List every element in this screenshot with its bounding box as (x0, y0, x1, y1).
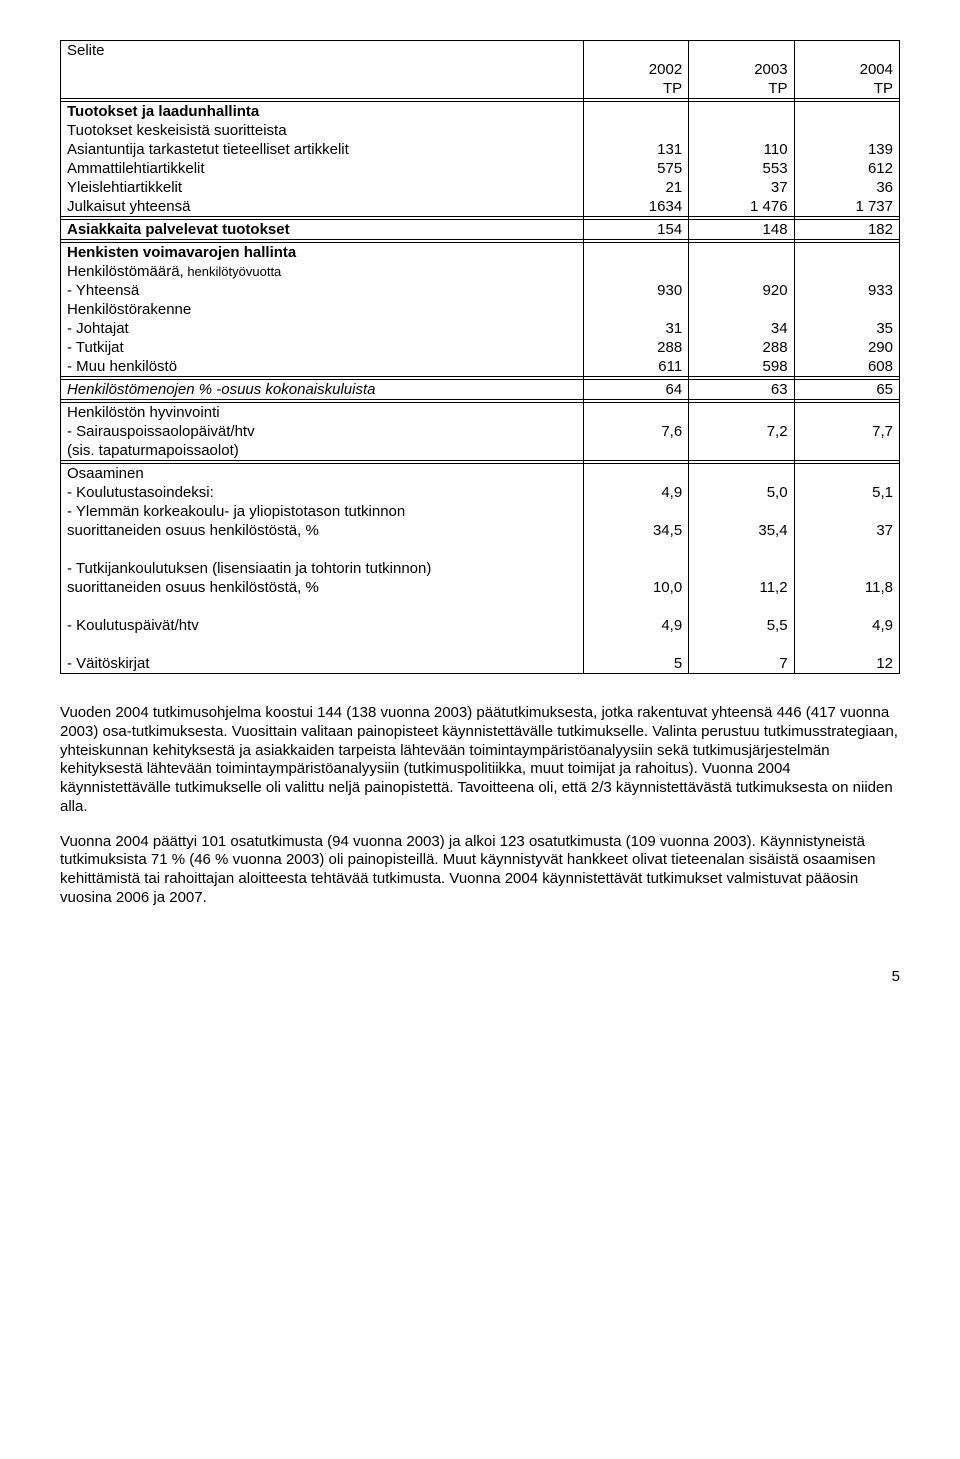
sec1-r4-l: Yleislehtiartikkelit (61, 178, 584, 197)
sec3-r6-v3: 608 (794, 357, 899, 377)
tp-2: TP (689, 79, 794, 99)
sec1-r5-l: Julkaisut yhteensä (61, 197, 584, 217)
sec4-r1-v3: 65 (794, 380, 899, 400)
sec6-r2-v3: 5,1 (794, 483, 899, 502)
sec1-r2-v1: 131 (583, 140, 688, 159)
sec6-r1-l: Osaaminen (61, 464, 584, 484)
sec2-r1-v1: 154 (583, 220, 688, 240)
body-paragraphs: Vuoden 2004 tutkimusohjelma koostui 144 … (60, 704, 900, 908)
sec6-r6-l: suorittaneiden osuus henkilöstöstä, % (61, 578, 584, 597)
sec6-r3-l: - Ylemmän korkeakoulu- ja yliopistotason… (61, 502, 584, 521)
sec5-r2-l: - Sairauspoissaolopäivät/htv (61, 422, 584, 441)
sec6-r4-v2: 35,4 (689, 521, 794, 540)
report-table: Selite 2002 2003 2004 TP TP TP Tuotokset… (60, 40, 900, 674)
sec3-r4-v3: 35 (794, 319, 899, 338)
sec3-r6-v1: 611 (583, 357, 688, 377)
sec3-r4-v2: 34 (689, 319, 794, 338)
sec3-r4-l: - Johtajat (61, 319, 584, 338)
sec1-r2-v2: 110 (689, 140, 794, 159)
year-2003: 2003 (689, 60, 794, 79)
sec6-r6-v2: 11,2 (689, 578, 794, 597)
sec3-r2-v1: 930 (583, 281, 688, 300)
sec5-r2-v3: 7,7 (794, 422, 899, 441)
sec6-r2-v1: 4,9 (583, 483, 688, 502)
sec3-r5-v2: 288 (689, 338, 794, 357)
sec6-r7-v1: 4,9 (583, 616, 688, 635)
sec3-r3-l: Henkilöstörakenne (61, 300, 584, 319)
sec6-r6-v1: 10,0 (583, 578, 688, 597)
sec1-r5-v1: 1634 (583, 197, 688, 217)
sec6-r7-l: - Koulutuspäivät/htv (61, 616, 584, 635)
sec4-r1-v1: 64 (583, 380, 688, 400)
sec3-title: Henkisten voimavarojen hallinta (61, 243, 584, 263)
sec3-r2-v3: 933 (794, 281, 899, 300)
sec1-r3-l: Ammattilehtiartikkelit (61, 159, 584, 178)
sec1-r4-v1: 21 (583, 178, 688, 197)
sec2-r1-l: Asiakkaita palvelevat tuotokset (61, 220, 584, 240)
sec6-r8-l: - Väitöskirjat (61, 654, 584, 674)
para-1: Vuoden 2004 tutkimusohjelma koostui 144 … (60, 704, 900, 817)
sec6-r2-l: - Koulutustasoindeksi: (61, 483, 584, 502)
sec3-r2-v2: 920 (689, 281, 794, 300)
sec6-r8-v3: 12 (794, 654, 899, 674)
sec6-r4-v1: 34,5 (583, 521, 688, 540)
year-2004: 2004 (794, 60, 899, 79)
sec2-r1-v3: 182 (794, 220, 899, 240)
sec6-r5-l: - Tutkijankoulutuksen (lisensiaatin ja t… (61, 559, 584, 578)
tp-1: TP (583, 79, 688, 99)
sec3-r4-v1: 31 (583, 319, 688, 338)
sec6-r6-v3: 11,8 (794, 578, 899, 597)
header-selite: Selite (61, 41, 584, 61)
sec3-r5-l: - Tutkijat (61, 338, 584, 357)
sec3-r2-l: - Yhteensä (61, 281, 584, 300)
sec3-r1: Henkilöstömäärä, henkilötyövuotta (61, 262, 584, 281)
sec1-r2-l: Asiantuntija tarkastetut tieteelliset ar… (61, 140, 584, 159)
sec5-r2-v1: 7,6 (583, 422, 688, 441)
sec6-r4-v3: 37 (794, 521, 899, 540)
tp-3: TP (794, 79, 899, 99)
sec1-r4-v2: 37 (689, 178, 794, 197)
sec6-r7-v2: 5,5 (689, 616, 794, 635)
sec6-r4-l: suorittaneiden osuus henkilöstöstä, % (61, 521, 584, 540)
sec1-r5-v3: 1 737 (794, 197, 899, 217)
sec3-r6-v2: 598 (689, 357, 794, 377)
sec1-title: Tuotokset ja laadunhallinta (61, 102, 584, 122)
page-number: 5 (60, 968, 900, 985)
sec5-r3-l: (sis. tapaturmapoissaolot) (61, 441, 584, 461)
sec3-r6-l: - Muu henkilöstö (61, 357, 584, 377)
para-2: Vuonna 2004 päättyi 101 osatutkimusta (9… (60, 833, 900, 908)
sec1-r3-v2: 553 (689, 159, 794, 178)
sec3-r5-v1: 288 (583, 338, 688, 357)
sec2-r1-v2: 148 (689, 220, 794, 240)
year-2002: 2002 (583, 60, 688, 79)
sec1-r3-v3: 612 (794, 159, 899, 178)
sec6-r7-v3: 4,9 (794, 616, 899, 635)
sec1-r5-v2: 1 476 (689, 197, 794, 217)
sec5-r2-v2: 7,2 (689, 422, 794, 441)
sec1-r1: Tuotokset keskeisistä suoritteista (61, 121, 584, 140)
sec6-r8-v1: 5 (583, 654, 688, 674)
sec1-r3-v1: 575 (583, 159, 688, 178)
sec6-r2-v2: 5,0 (689, 483, 794, 502)
sec3-r5-v3: 290 (794, 338, 899, 357)
sec6-r8-v2: 7 (689, 654, 794, 674)
sec4-r1-v2: 63 (689, 380, 794, 400)
sec1-r4-v3: 36 (794, 178, 899, 197)
sec4-r1-l: Henkilöstömenojen % -osuus kokonaiskului… (61, 380, 584, 400)
sec1-r2-v3: 139 (794, 140, 899, 159)
sec5-r1-l: Henkilöstön hyvinvointi (61, 403, 584, 423)
